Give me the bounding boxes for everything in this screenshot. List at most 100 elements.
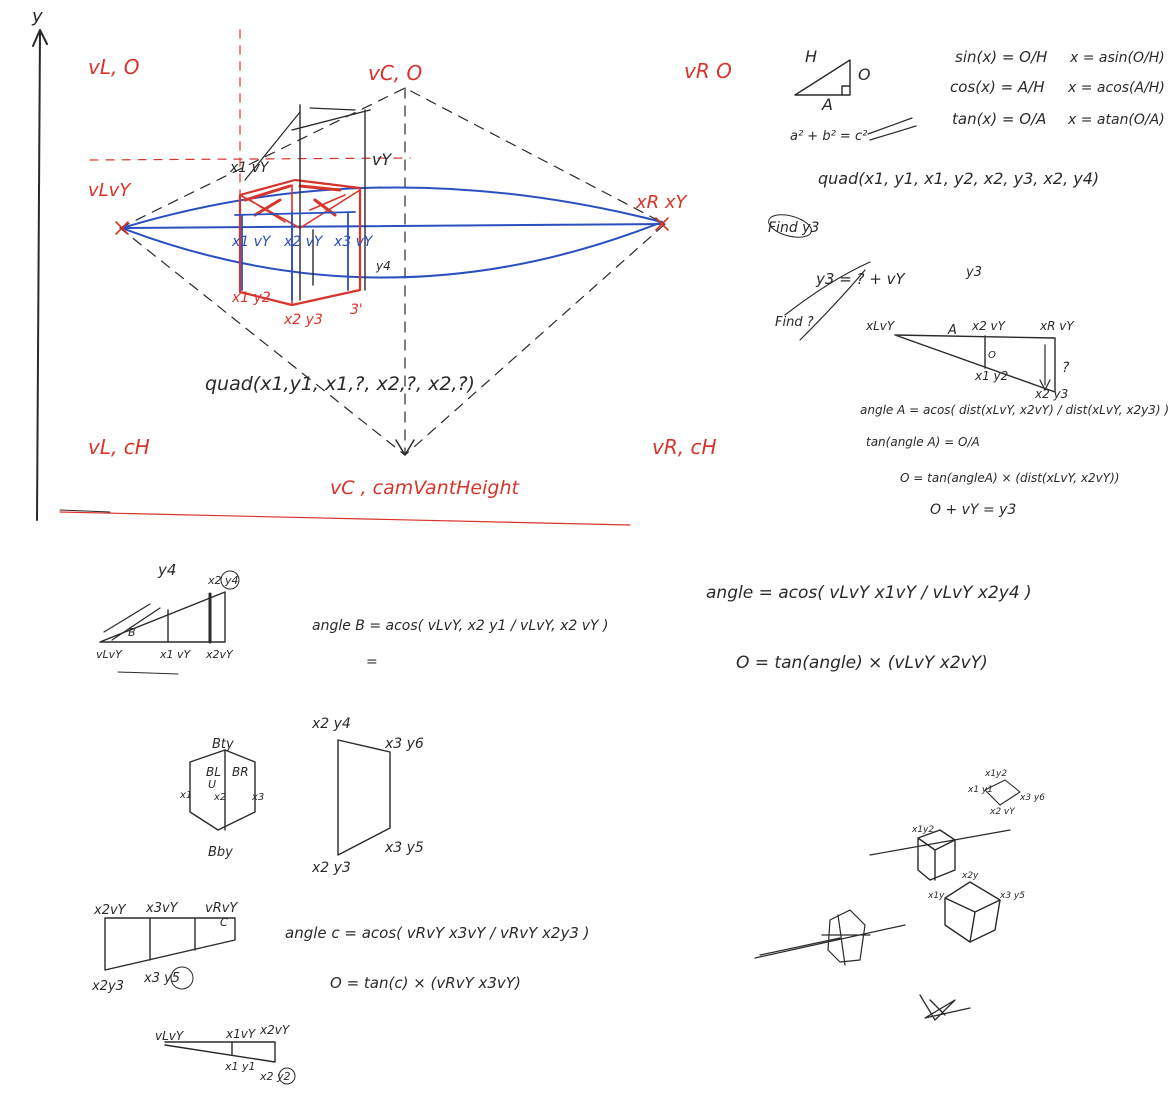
cube-c [944,881,1001,943]
sketch-y4-underline [117,671,179,675]
quad-shape: x2 y4 x3 y6 x2 y3 x3 y5 [311,716,424,876]
trig-A: A [821,95,833,114]
right-vanishing-point [655,217,669,231]
cube-a-top: x1y2 [984,769,1007,779]
sketch-c-C: C [220,916,228,929]
hex-shape: Bty Bby BL BR U x1 x2 x3 [179,737,264,860]
sketch-y4-topright: x2 y4 [207,574,239,587]
hex-x3: x3 [251,792,264,803]
blue-horizon [121,223,663,229]
trig-notes: H A O sin(x) = O/H cos(x) = A/H tan(x) =… [768,47,1165,341]
hex-bottom: Bby [208,845,233,860]
sketch-y4-label: y4 [157,561,176,579]
cube-a-mid: x2 vY [989,807,1016,817]
small-cubes: x1y2 x1 y1 x2 vY x3 y6 x1y2 x2y x1y x3 y… [754,769,1045,1021]
left-vanishing-point [115,221,129,235]
x1vY-label: x1 vY [231,234,272,250]
frame-bottom-line [59,511,631,526]
angle-formula: angle = acos( vLvY x1vY / vLvY x2y4 ) [706,583,1032,603]
quad-br: x3 y5 [384,840,424,856]
cube-c-left: x1y [927,891,945,901]
sketch-y4: y4 vLvY x1 vY x2vY x2 y4 B angle B = aco… [96,561,608,675]
sketch-c-right: vRvY [205,901,238,916]
y3-equation: y3 = ? + vY [815,270,906,288]
black-verticals [291,104,371,301]
find-q: Find ? [775,315,814,330]
trig-quad: quad(x1, y1, x1, y2, x2, y3, x2, y4) [818,169,1099,188]
left-eye-label: vLvY [88,180,132,201]
trig-asin: x = asin(O/H) [1069,50,1165,66]
perspective-diamond [119,87,666,456]
sketch-y4-mid: x1 vY [159,648,192,661]
trig-acos: x = acos(A/H) [1067,80,1165,96]
derivation-triangle [894,334,1056,393]
deriv-right-label: xR vY [1039,319,1075,333]
deriv-angle-A: angle A = acos( dist(xLvY, x2vY) / dist(… [860,403,1169,417]
deriv-mid-label: x2 vY [971,319,1007,333]
hex-BR: BR [232,765,249,779]
right-eye-label: xR xY [635,192,689,213]
trig-tan: tan(x) = O/A [952,110,1046,128]
cube-b [917,829,956,881]
trig-O: O [858,65,871,84]
angle-B-equals: = [366,654,378,670]
y3-label: y3 [965,265,982,280]
corner-label-vl0: vL, O [88,55,139,79]
middle-right-formulas: angle = acos( vLvY x1vY / vLvY x2y4 ) O … [706,583,1032,673]
sketch-bottom-b2: x2 y2 [259,1070,291,1083]
vy-label-top: vY [372,150,392,169]
cube-b-top: x1y2 [911,825,934,835]
deriv-tan: tan(angle A) = O/A [866,435,980,449]
x1vY-top-label: x1 vY [229,160,270,176]
trig-pythag: a² + b² = c² [790,129,867,144]
hex-U: U [208,778,216,791]
frame-bottom-tick [59,509,111,513]
y-axis-line [32,29,48,521]
corner-label-vr0: vR O [684,59,732,83]
hex-top: Bty [212,737,234,752]
trig-triangle [794,59,851,96]
cube-c-top: x2y [961,871,979,881]
trig-H: H [805,47,817,66]
find-arrows [784,261,871,341]
hex-BL: BL [206,765,221,779]
x2y3-label: x2 y3 [283,312,323,328]
x3vY-label: x3 vY [333,234,374,250]
derivation-arrow [1039,344,1051,391]
x1y2-label: x1 y2 [231,290,271,306]
corner-label-vlch: vL, cH [88,435,150,459]
horizontal-guide-red [89,157,411,161]
perspective-diagram: y vL, O vC, O vR O vL, cH vR, cH vC , ca… [31,6,732,526]
quad-label: quad(x1,y1, x1,?, x2,?, x2,?) [205,373,475,395]
cube-d [754,909,906,966]
blue-box [234,211,356,301]
sketch-bottom-mid: x1vY [225,1027,257,1041]
deriv-left-label: xLvY [865,319,896,333]
angle-B-formula: angle B = acos( vLvY, x2 y1 / vLvY, x2 v… [312,618,608,634]
down-arrow [395,439,415,456]
pythag-strike [867,117,917,141]
sketch-bottom-left: vLvY [155,1029,185,1043]
trig-sin: sin(x) = O/H [955,48,1047,66]
hex-outline [189,749,256,831]
cube-a-left: x1 y1 [967,785,993,795]
x2vY-label: x2 vY [283,234,324,250]
red-box-outline [238,178,362,307]
sketch-y4-triangle [99,591,226,643]
deriv-O: O [988,350,996,361]
quad-bl: x2 y3 [311,860,351,876]
find-y3: Find y3 [768,220,819,236]
sketch-bottom-b1: x1 y1 [224,1060,256,1073]
quad-outline [337,739,391,856]
y4-small-label: y4 [375,259,391,273]
black-sketch-lines [244,107,356,181]
quad-tl: x2 y4 [311,716,351,732]
sketch-c: x2vY x3vY vRvY x2y3 x3 y5 C angle c = ac… [91,901,590,994]
blue-upper-curve [121,186,663,229]
sketch-c-bl: x2y3 [91,979,124,994]
sketch-y4-circle [220,570,240,590]
red-box-hatch [243,184,342,217]
trig-atan: x = atan(O/A) [1067,112,1165,128]
sketch-bottom-right: x2vY [259,1023,291,1037]
